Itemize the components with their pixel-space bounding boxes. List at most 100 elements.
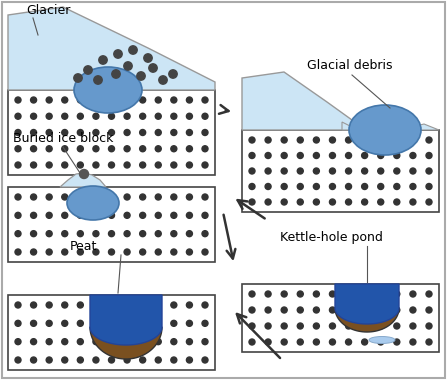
Circle shape bbox=[77, 146, 83, 152]
Circle shape bbox=[77, 194, 83, 200]
Circle shape bbox=[362, 339, 367, 345]
Circle shape bbox=[139, 194, 146, 200]
Circle shape bbox=[313, 199, 319, 205]
Circle shape bbox=[202, 302, 208, 308]
Circle shape bbox=[155, 339, 161, 345]
Circle shape bbox=[362, 291, 367, 297]
Circle shape bbox=[93, 113, 99, 119]
Circle shape bbox=[139, 249, 146, 255]
Circle shape bbox=[313, 291, 319, 297]
Circle shape bbox=[77, 320, 83, 326]
Circle shape bbox=[394, 199, 400, 205]
Circle shape bbox=[30, 162, 37, 168]
Circle shape bbox=[281, 152, 287, 158]
Circle shape bbox=[15, 339, 21, 345]
Circle shape bbox=[30, 302, 37, 308]
Circle shape bbox=[144, 54, 152, 62]
Circle shape bbox=[109, 97, 114, 103]
Circle shape bbox=[15, 194, 21, 200]
Circle shape bbox=[249, 184, 255, 190]
Circle shape bbox=[139, 212, 146, 218]
Text: Glacier: Glacier bbox=[26, 4, 70, 17]
Circle shape bbox=[186, 130, 192, 136]
Circle shape bbox=[394, 137, 400, 143]
Circle shape bbox=[378, 168, 384, 174]
Circle shape bbox=[159, 76, 167, 84]
Circle shape bbox=[93, 302, 99, 308]
Circle shape bbox=[313, 323, 319, 329]
Circle shape bbox=[109, 357, 114, 363]
Circle shape bbox=[297, 168, 303, 174]
Circle shape bbox=[62, 339, 68, 345]
Circle shape bbox=[394, 184, 400, 190]
Circle shape bbox=[171, 320, 177, 326]
Circle shape bbox=[109, 146, 114, 152]
Circle shape bbox=[410, 168, 416, 174]
Circle shape bbox=[155, 113, 161, 119]
Circle shape bbox=[297, 152, 303, 158]
Circle shape bbox=[249, 152, 255, 158]
Circle shape bbox=[46, 302, 52, 308]
Circle shape bbox=[186, 194, 192, 200]
Circle shape bbox=[362, 307, 367, 313]
Circle shape bbox=[202, 130, 208, 136]
Ellipse shape bbox=[369, 337, 395, 344]
Circle shape bbox=[281, 137, 287, 143]
Circle shape bbox=[155, 320, 161, 326]
Circle shape bbox=[171, 194, 177, 200]
Circle shape bbox=[346, 199, 351, 205]
Circle shape bbox=[171, 162, 177, 168]
Circle shape bbox=[186, 146, 192, 152]
Circle shape bbox=[62, 194, 68, 200]
Circle shape bbox=[265, 184, 271, 190]
Circle shape bbox=[46, 339, 52, 345]
Text: Glacial debris: Glacial debris bbox=[307, 59, 392, 72]
Circle shape bbox=[139, 339, 146, 345]
Circle shape bbox=[281, 199, 287, 205]
Circle shape bbox=[15, 231, 21, 237]
Circle shape bbox=[46, 357, 52, 363]
Circle shape bbox=[202, 97, 208, 103]
Circle shape bbox=[124, 249, 130, 255]
Circle shape bbox=[124, 194, 130, 200]
Circle shape bbox=[394, 168, 400, 174]
Polygon shape bbox=[60, 173, 106, 187]
Circle shape bbox=[155, 231, 161, 237]
Circle shape bbox=[249, 199, 255, 205]
Circle shape bbox=[80, 169, 89, 179]
Circle shape bbox=[186, 212, 192, 218]
Circle shape bbox=[93, 130, 99, 136]
Circle shape bbox=[346, 291, 351, 297]
Circle shape bbox=[62, 249, 68, 255]
Bar bbox=[242, 284, 439, 352]
Circle shape bbox=[426, 168, 432, 174]
Circle shape bbox=[155, 212, 161, 218]
Polygon shape bbox=[90, 295, 162, 345]
Circle shape bbox=[93, 249, 99, 255]
Circle shape bbox=[155, 357, 161, 363]
Circle shape bbox=[77, 302, 83, 308]
Polygon shape bbox=[90, 327, 162, 359]
Circle shape bbox=[112, 70, 120, 78]
Circle shape bbox=[30, 339, 37, 345]
Circle shape bbox=[313, 137, 319, 143]
Circle shape bbox=[329, 168, 335, 174]
Circle shape bbox=[15, 212, 21, 218]
Circle shape bbox=[93, 194, 99, 200]
Circle shape bbox=[15, 320, 21, 326]
Circle shape bbox=[155, 146, 161, 152]
Circle shape bbox=[124, 162, 130, 168]
Circle shape bbox=[202, 194, 208, 200]
Circle shape bbox=[109, 249, 114, 255]
Circle shape bbox=[281, 323, 287, 329]
Circle shape bbox=[410, 199, 416, 205]
Circle shape bbox=[171, 231, 177, 237]
Circle shape bbox=[410, 307, 416, 313]
Circle shape bbox=[329, 199, 335, 205]
Circle shape bbox=[139, 146, 146, 152]
Circle shape bbox=[139, 130, 146, 136]
Circle shape bbox=[77, 97, 83, 103]
Circle shape bbox=[93, 162, 99, 168]
Circle shape bbox=[281, 168, 287, 174]
Circle shape bbox=[249, 137, 255, 143]
